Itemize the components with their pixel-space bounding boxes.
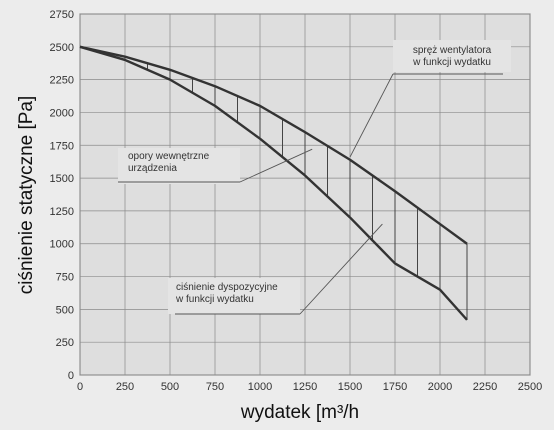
annotation-text: urządzenia bbox=[128, 163, 177, 174]
annotation-leader bbox=[239, 148, 313, 183]
y-tick-label: 1250 bbox=[50, 206, 74, 218]
x-tick-label: 2500 bbox=[518, 381, 542, 393]
y-tick-label: 2500 bbox=[50, 42, 74, 54]
series bbox=[79, 45, 468, 321]
series-line bbox=[79, 45, 468, 245]
x-tick-label: 500 bbox=[161, 381, 179, 393]
y-tick-label: 2750 bbox=[50, 9, 74, 21]
y-tick-label: 2250 bbox=[50, 75, 74, 87]
x-tick-label: 1750 bbox=[383, 381, 407, 393]
y-axis-title: ciśnienie statyczne [Pa] bbox=[16, 96, 37, 295]
annotation-text: spręż wentylatora bbox=[413, 45, 492, 56]
x-tick-label: 2000 bbox=[428, 381, 452, 393]
annotation-bg bbox=[118, 148, 240, 184]
tick-labels: 0 250 500 750 1000 1250 1500 1750 2000 2250 2500 0 2… bbox=[50, 9, 543, 393]
x-axis-title: wydatek [m³/h bbox=[240, 402, 359, 423]
annotation-leader bbox=[299, 223, 383, 315]
y-tick-label: 1750 bbox=[50, 140, 74, 152]
y-tick-label: 1000 bbox=[50, 239, 74, 251]
y-tick-label: 750 bbox=[56, 272, 74, 284]
hatch-lines bbox=[124, 56, 468, 320]
x-tick-label: 1500 bbox=[338, 381, 362, 393]
x-tick-label: 250 bbox=[116, 381, 134, 393]
y-tick-label: 0 bbox=[68, 370, 74, 382]
annotation-text: ciśnienie dyspozycyjne bbox=[176, 282, 278, 293]
x-tick-label: 1000 bbox=[248, 381, 272, 393]
annotation-text: w funkcji wydatku bbox=[412, 57, 491, 68]
annotation-text: w funkcji wydatku bbox=[175, 294, 254, 305]
y-tick-label: 250 bbox=[56, 337, 74, 349]
y-tick-label: 500 bbox=[56, 304, 74, 316]
annotation-leader bbox=[349, 73, 394, 158]
y-tick-label: 2000 bbox=[50, 107, 74, 119]
series-line bbox=[79, 45, 468, 321]
x-tick-label: 750 bbox=[206, 381, 224, 393]
annotation-text: opory wewnętrzne bbox=[128, 151, 210, 162]
x-tick-label: 2250 bbox=[473, 381, 497, 393]
x-tick-label: 0 bbox=[77, 381, 83, 393]
annotation-bg bbox=[168, 278, 300, 314]
y-tick-label: 1500 bbox=[50, 173, 74, 185]
x-tick-label: 1250 bbox=[293, 381, 317, 393]
annotation-bg bbox=[393, 40, 511, 72]
